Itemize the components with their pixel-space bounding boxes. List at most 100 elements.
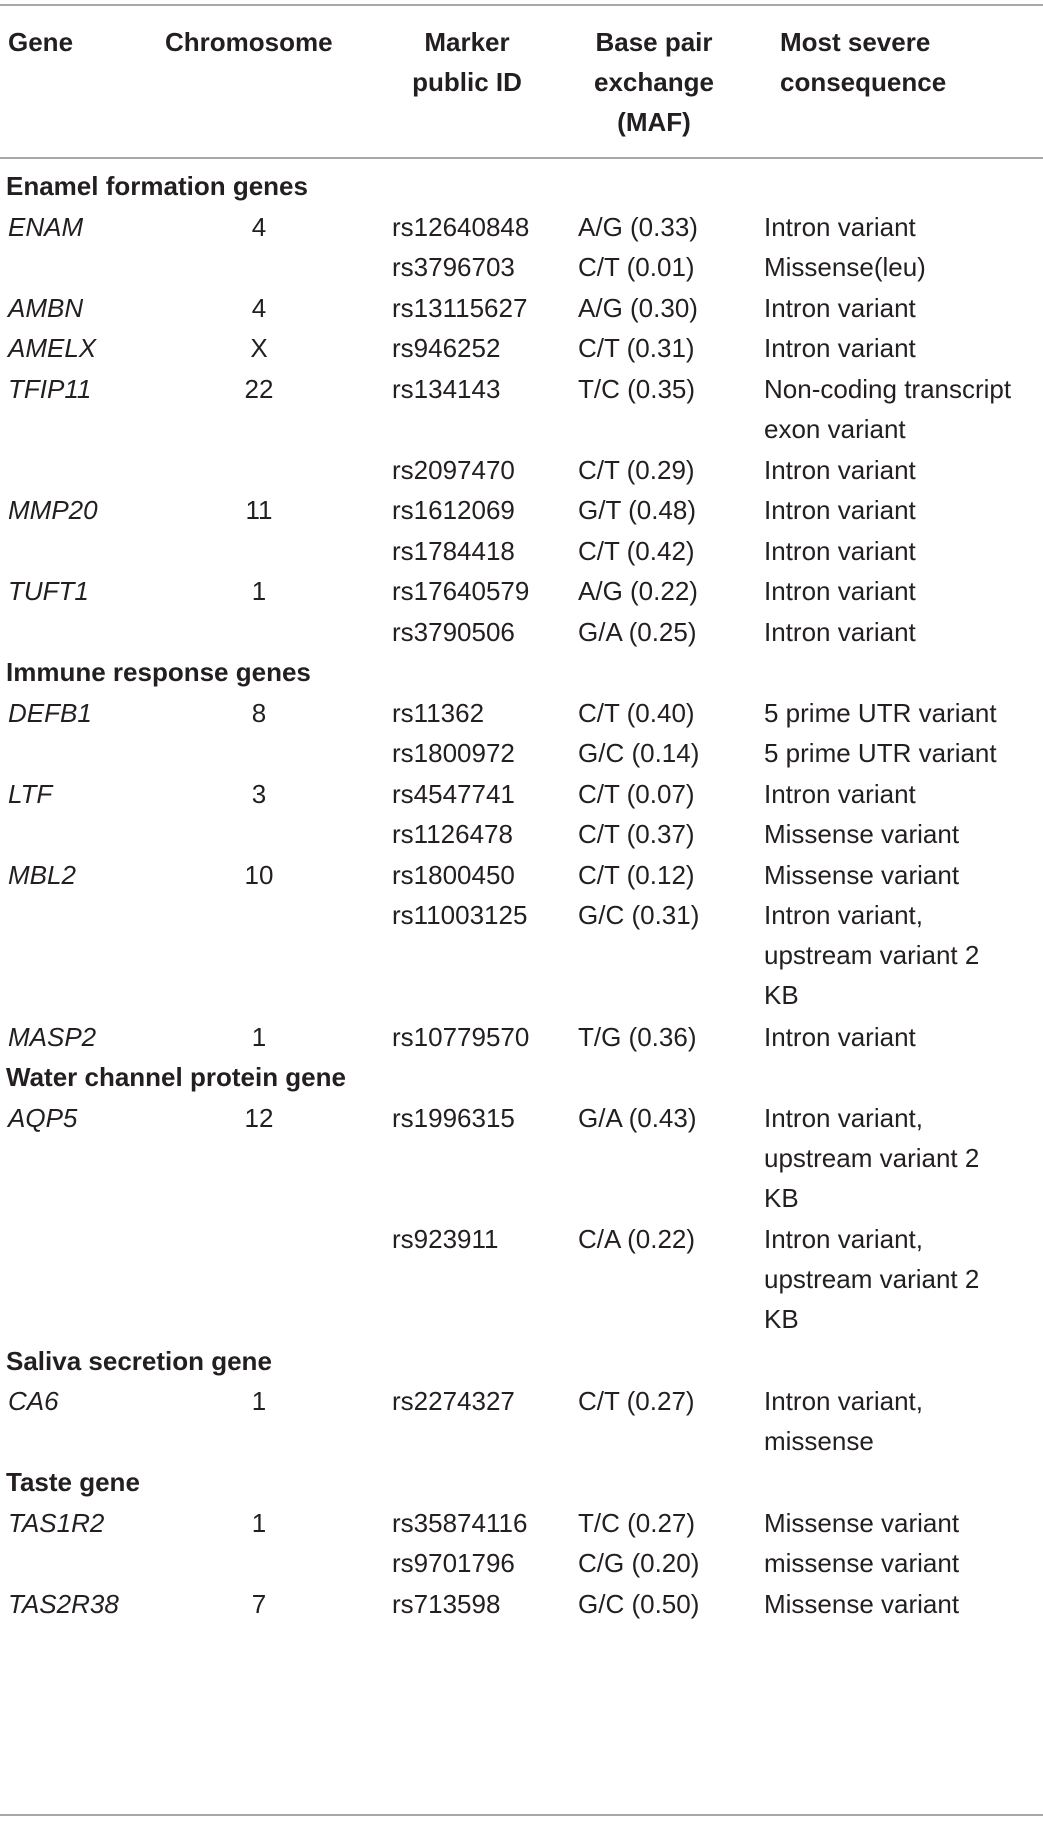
table-row: TAS1R2 1 rs35874116 T/C (0.27) Missense vari… — [0, 1503, 1043, 1544]
gene-cell: TUFT1 — [8, 576, 89, 606]
chromosome-cell: 4 — [251, 211, 267, 242]
table-row: rs1126478 C/T (0.37) Missense variant — [0, 814, 1043, 855]
consequence-cell: Intron variant, upstream variant 2 KB — [764, 895, 1043, 1015]
chromosome-cell: 1 — [251, 1021, 267, 1052]
table-row: AMBN 4 rs13115627 A/G (0.30) Intron variant — [0, 288, 1043, 329]
consequence-cell: Intron variant — [764, 774, 1043, 814]
consequence-line: Intron variant — [764, 576, 916, 606]
consequence-line: 5 prime UTR variant — [764, 697, 997, 728]
table-row: AQP5 12 rs1996315 G/A (0.43) Intron variant,… — [0, 1098, 1043, 1220]
consequence-line: Missense variant — [764, 859, 960, 890]
consequence-line: Intron variant — [764, 778, 916, 809]
base-pair-cell: T/C (0.27) — [578, 1507, 696, 1538]
consequence-cell: Intron variant, missense — [764, 1381, 1043, 1461]
marker-cell: rs11003125 — [392, 900, 528, 930]
gene-cell: MBL2 — [8, 859, 76, 890]
consequence-cell: missense variant — [764, 1543, 1043, 1583]
table-row: LTF 3 rs4547741 C/T (0.07) Intron variant — [0, 774, 1043, 815]
section-title: Saliva secretion gene — [6, 1345, 272, 1376]
section-row: Immune response genes — [0, 652, 1043, 693]
table-header: Gene Chromosome Marker public ID Base pa… — [0, 22, 1043, 152]
base-pair-cell: C/G (0.20) — [578, 1548, 700, 1578]
consequence-line: upstream variant 2 — [764, 940, 980, 970]
base-pair-cell: G/T (0.48) — [578, 495, 697, 525]
table-row: rs3790506 G/A (0.25) Intron variant — [0, 612, 1043, 653]
gene-cell: AMELX — [8, 333, 97, 363]
base-pair-cell: C/T (0.42) — [578, 535, 695, 566]
section-row: Enamel formation genes — [0, 166, 1043, 207]
marker-cell: rs3790506 — [392, 616, 515, 647]
consequence-line: upstream variant 2 — [764, 1142, 980, 1173]
consequence-line: Intron variant — [764, 1021, 916, 1052]
consequence-cell: Intron variant — [764, 288, 1043, 328]
consequence-cell: Intron variant — [764, 207, 1043, 247]
marker-cell: rs713598 — [392, 1588, 501, 1619]
consequence-line: Non-coding transcript — [764, 373, 1012, 404]
table-row: rs1800972 G/C (0.14) 5 prime UTR variant — [0, 733, 1043, 774]
header-base-pair: Base pair exchange (MAF) — [578, 22, 730, 142]
consequence-cell: Non-coding transcript exon variant — [764, 369, 1043, 449]
table-row: ENAM 4 rs12640848 A/G (0.33) Intron variant — [0, 207, 1043, 248]
base-pair-cell: G/A (0.43) — [578, 1102, 697, 1133]
header-base-pair-line: (MAF) — [617, 107, 691, 137]
base-pair-cell: T/C (0.35) — [578, 373, 696, 404]
header-consequence-line: Most severe — [780, 27, 931, 57]
consequence-line: KB — [764, 980, 799, 1010]
gene-cell: MMP20 — [8, 495, 98, 525]
consequence-cell: Missense variant — [764, 1584, 1043, 1624]
marker-cell: rs1784418 — [392, 535, 515, 566]
consequence-line: Intron variant — [764, 454, 916, 485]
gene-cell: TFIP11 — [8, 373, 92, 404]
base-pair-cell: C/T (0.31) — [578, 333, 695, 363]
marker-cell: rs1996315 — [392, 1102, 515, 1133]
consequence-cell: Intron variant — [764, 531, 1043, 571]
section-row: Water channel protein gene — [0, 1057, 1043, 1098]
chromosome-cell: 1 — [251, 1507, 267, 1538]
consequence-line: missense — [764, 1426, 874, 1456]
header-chromosome: Chromosome — [165, 27, 333, 57]
header-marker-line: public ID — [412, 67, 522, 97]
consequence-cell: Missense(leu) — [764, 247, 1043, 287]
gene-cell: CA6 — [8, 1386, 59, 1416]
marker-cell: rs946252 — [392, 333, 501, 363]
consequence-line: 5 prime UTR variant — [764, 738, 997, 768]
consequence-line: Intron variant — [764, 211, 916, 242]
consequence-cell: Intron variant — [764, 1017, 1043, 1057]
chromosome-cell: 11 — [245, 495, 273, 525]
chromosome-cell: X — [250, 333, 268, 363]
header-consequence-line: consequence — [780, 67, 947, 97]
section-title: Taste gene — [6, 1467, 140, 1497]
consequence-cell: Intron variant, upstream variant 2 KB — [764, 1098, 1043, 1218]
section-title: Enamel formation genes — [6, 171, 308, 201]
consequence-cell: 5 prime UTR variant — [764, 733, 1043, 773]
marker-cell: rs4547741 — [392, 778, 515, 809]
table-row: TFIP11 22 rs134143 T/C (0.35) Non-coding tra… — [0, 369, 1043, 450]
consequence-line: Intron variant, — [764, 1102, 923, 1133]
gene-cell: TAS1R2 — [8, 1507, 105, 1538]
header-rule — [0, 157, 1043, 159]
top-rule — [0, 4, 1043, 6]
consequence-line: Intron variant — [764, 292, 916, 323]
consequence-line: Intron variant — [764, 616, 916, 647]
table-row: rs9701796 C/G (0.20) missense variant — [0, 1543, 1043, 1584]
base-pair-cell: C/T (0.40) — [578, 697, 695, 728]
consequence-cell: 5 prime UTR variant — [764, 693, 1043, 733]
table-body: Enamel formation genes ENAM 4 rs12640848 A/G… — [0, 166, 1043, 1624]
marker-cell: rs1800972 — [392, 738, 515, 768]
marker-cell: rs134143 — [392, 373, 501, 404]
base-pair-cell: C/T (0.27) — [578, 1386, 695, 1416]
base-pair-cell: C/T (0.29) — [578, 454, 695, 485]
consequence-line: missense variant — [764, 1548, 960, 1578]
consequence-cell: Intron variant — [764, 328, 1043, 368]
section-row: Saliva secretion gene — [0, 1341, 1043, 1382]
table-row: rs1784418 C/T (0.42) Intron variant — [0, 531, 1043, 572]
consequence-line: KB — [764, 1304, 799, 1334]
marker-cell: rs13115627 — [392, 292, 528, 323]
base-pair-cell: G/C (0.14) — [578, 738, 700, 768]
marker-cell: rs11362 — [392, 697, 485, 728]
gene-cell: MASP2 — [8, 1021, 97, 1052]
base-pair-cell: C/A (0.22) — [578, 1224, 696, 1254]
consequence-cell: Intron variant — [764, 490, 1043, 530]
chromosome-cell: 3 — [251, 778, 267, 809]
